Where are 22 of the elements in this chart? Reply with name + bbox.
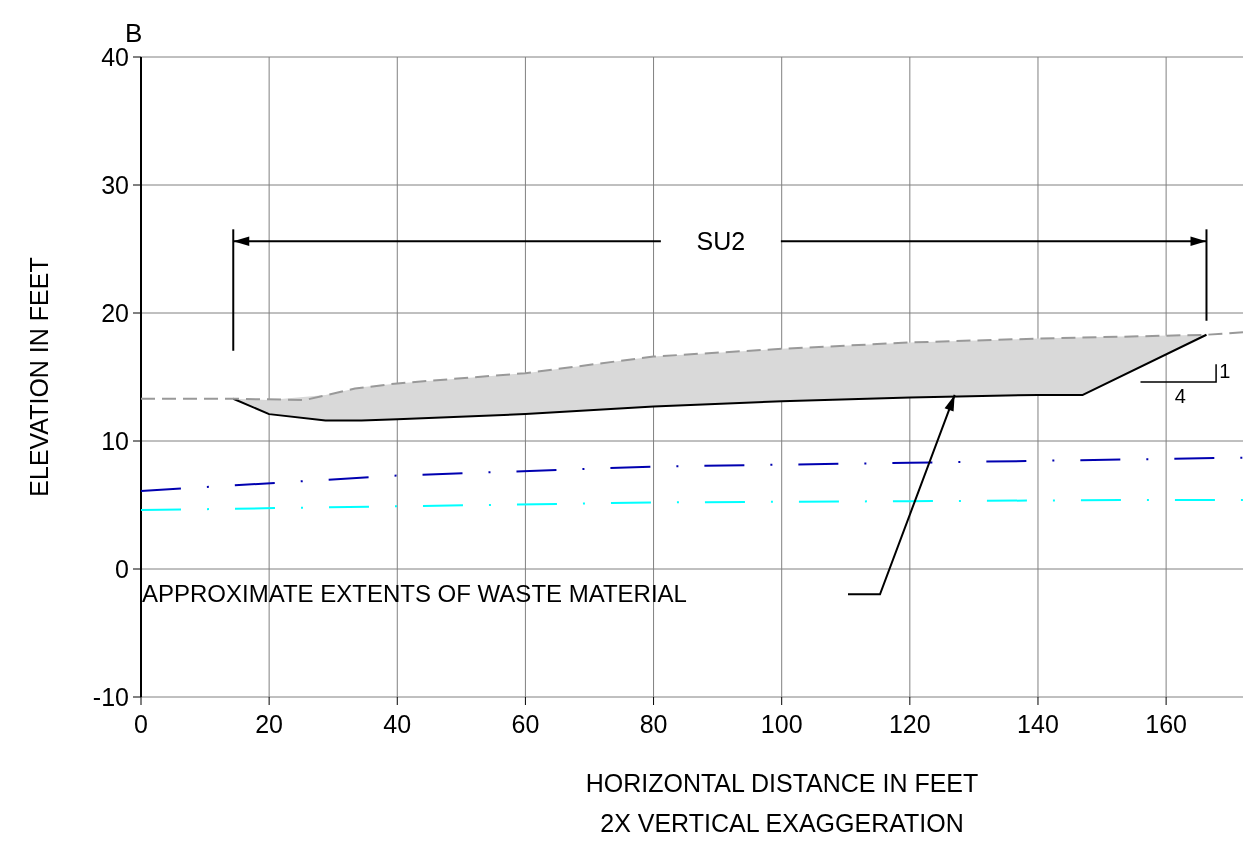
annotation: SU2: [696, 227, 746, 256]
x-tick-label: 160: [1145, 710, 1187, 738]
x-tick-label: 20: [255, 710, 284, 738]
y-tick-label: 30: [101, 171, 129, 199]
y-axis-title: ELEVATION IN FEET: [25, 257, 53, 497]
x-tick-label: 100: [760, 710, 803, 738]
annotation: 1: [1219, 360, 1231, 383]
text: 2X VERTICAL EXAGGERATION: [600, 809, 964, 837]
annotation: 4: [1174, 384, 1186, 407]
x-tick-label: 140: [1017, 710, 1059, 738]
x-tick-label: 60: [511, 710, 540, 738]
y-tick-label: -10: [92, 683, 129, 711]
line-series: [140, 331, 1243, 402]
annotation: APPROXIMATE EXTENTS OF WASTE MATERIAL: [142, 580, 687, 608]
x-tick-label: 0: [134, 710, 148, 738]
x-axis-title: HORIZONTAL DISTANCE IN FEET: [585, 769, 979, 797]
x-tick-label: 40: [383, 710, 412, 738]
y-tick-label: 20: [101, 299, 129, 327]
y-tick-label: 10: [101, 427, 129, 455]
x-tick-label: 80: [639, 710, 668, 738]
x-tick-label: 120: [888, 710, 931, 738]
y-tick-label: 0: [115, 555, 129, 583]
